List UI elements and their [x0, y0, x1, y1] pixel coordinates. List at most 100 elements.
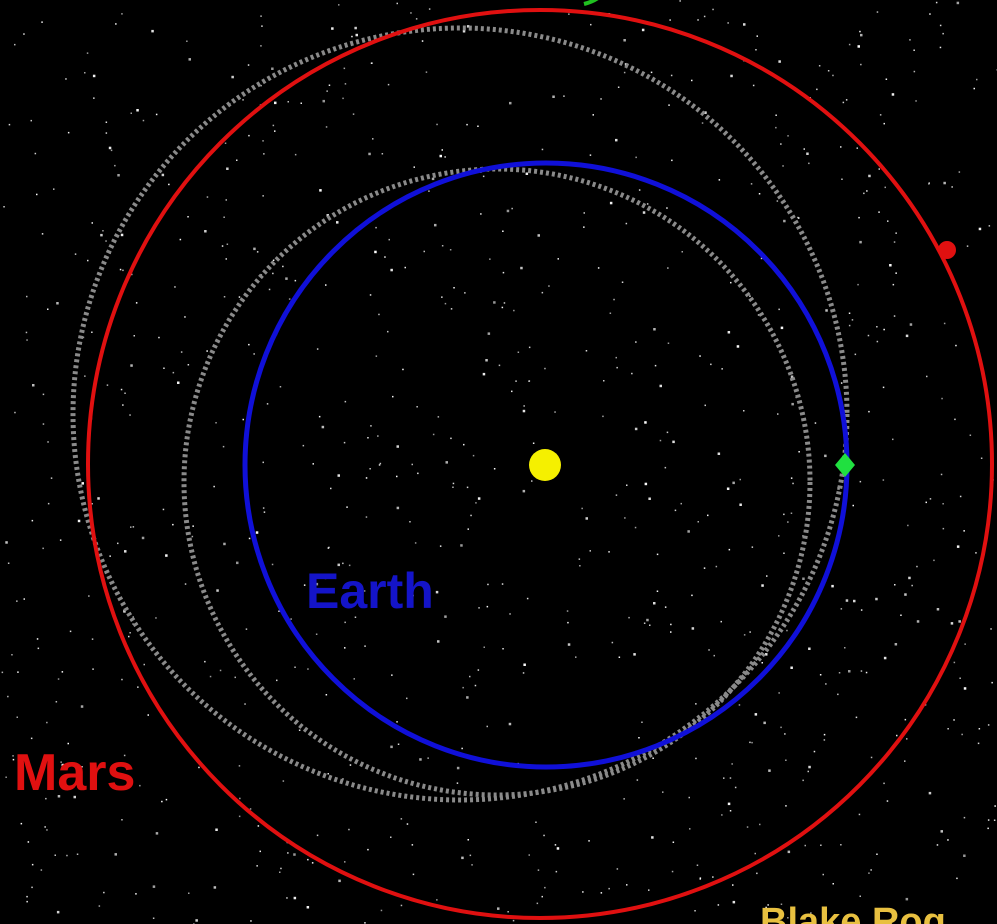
- star: [41, 869, 43, 871]
- star: [624, 517, 626, 519]
- star: [860, 896, 862, 898]
- star: [885, 187, 887, 189]
- star: [487, 726, 489, 728]
- star: [47, 309, 49, 311]
- star: [782, 165, 784, 167]
- star: [462, 687, 464, 689]
- star: [78, 520, 81, 523]
- star: [613, 299, 615, 301]
- star: [235, 677, 237, 679]
- star: [590, 550, 592, 552]
- star: [543, 835, 545, 837]
- star: [878, 211, 880, 213]
- star: [353, 113, 355, 115]
- star: [223, 217, 225, 219]
- star: [260, 15, 262, 17]
- star: [665, 467, 667, 469]
- star: [600, 98, 602, 100]
- star: [367, 849, 369, 851]
- star: [102, 230, 104, 232]
- star: [124, 393, 126, 395]
- star: [374, 251, 377, 254]
- star: [452, 487, 454, 489]
- star: [26, 296, 28, 298]
- star: [518, 352, 520, 354]
- star: [808, 771, 810, 773]
- star: [109, 555, 111, 557]
- star: [590, 24, 592, 26]
- star: [416, 406, 418, 408]
- star: [671, 160, 673, 162]
- star: [387, 331, 389, 333]
- star: [615, 139, 618, 142]
- star: [558, 258, 560, 260]
- star: [416, 18, 418, 20]
- star: [660, 385, 663, 388]
- star: [704, 567, 706, 569]
- star: [619, 657, 621, 659]
- star: [728, 803, 731, 806]
- star: [714, 655, 716, 657]
- star: [787, 521, 789, 523]
- star: [612, 642, 614, 644]
- star: [350, 764, 352, 766]
- star: [875, 598, 878, 601]
- star: [253, 248, 256, 251]
- star: [719, 179, 721, 181]
- star: [207, 196, 209, 198]
- star: [841, 382, 843, 384]
- star: [523, 672, 525, 674]
- star: [861, 609, 863, 611]
- star: [951, 186, 953, 188]
- star: [344, 442, 346, 444]
- star: [904, 760, 906, 762]
- star: [364, 922, 366, 924]
- star: [601, 892, 603, 894]
- star: [879, 168, 881, 170]
- star: [943, 528, 945, 530]
- star: [652, 758, 654, 760]
- star: [262, 140, 264, 142]
- star: [263, 507, 265, 509]
- star: [287, 852, 289, 854]
- star: [780, 143, 782, 145]
- star: [886, 79, 888, 81]
- star: [824, 739, 826, 741]
- star: [944, 323, 946, 325]
- star: [762, 662, 764, 664]
- star: [248, 135, 250, 137]
- star: [370, 425, 372, 427]
- star: [911, 585, 913, 587]
- star: [466, 696, 469, 699]
- star: [529, 347, 531, 349]
- star: [900, 615, 902, 617]
- star: [575, 656, 577, 658]
- star: [988, 819, 990, 821]
- star: [502, 307, 504, 309]
- star: [494, 468, 496, 470]
- star: [959, 171, 961, 173]
- star: [261, 25, 263, 27]
- star: [301, 103, 303, 105]
- star: [256, 531, 258, 534]
- star: [434, 224, 437, 227]
- star: [667, 432, 669, 434]
- star: [820, 845, 822, 847]
- star: [151, 30, 154, 33]
- star: [5, 541, 8, 544]
- star: [390, 269, 393, 272]
- star: [804, 148, 806, 150]
- star: [188, 364, 190, 366]
- star: [778, 535, 780, 537]
- star: [892, 439, 894, 441]
- star: [828, 70, 830, 72]
- star: [121, 234, 124, 237]
- star: [122, 404, 124, 406]
- star: [77, 854, 79, 856]
- star: [859, 241, 862, 244]
- star: [242, 99, 244, 101]
- star: [344, 861, 346, 863]
- star: [260, 851, 262, 853]
- star: [376, 355, 378, 357]
- star: [691, 80, 693, 82]
